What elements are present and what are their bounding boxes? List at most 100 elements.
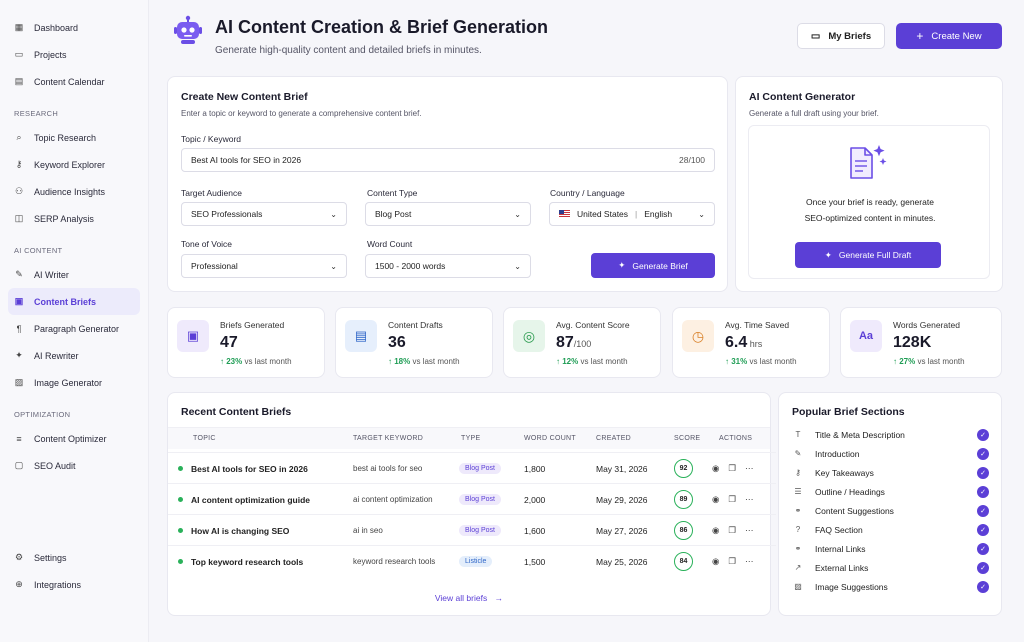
generate-full-draft-button[interactable]: ✦ Generate Full Draft bbox=[795, 242, 941, 268]
stat-card-avg-time-saved: ◷ Avg. Time Saved 6.4 hrs ↑ 31% vs last … bbox=[672, 307, 830, 378]
view-icon[interactable]: ◉ bbox=[712, 525, 720, 535]
image-icon: ▨ bbox=[794, 582, 802, 591]
sidebar-item-projects[interactable]: ▭ Projects bbox=[14, 49, 67, 60]
stat-card-words-generated: Aa Words Generated 128K ↑ 27% vs last mo… bbox=[840, 307, 1002, 378]
sidebar-item-dashboard[interactable]: ▦ Dashboard bbox=[14, 22, 79, 33]
check-icon: ✓ bbox=[977, 523, 989, 536]
generate-brief-button[interactable]: ✦ Generate Brief bbox=[591, 253, 715, 278]
create-brief-title: Create New Content Brief bbox=[181, 91, 308, 103]
topic-char-count: 28/100 bbox=[679, 155, 705, 165]
popular-section-item[interactable]: ? FAQ Section ✓ bbox=[793, 520, 989, 539]
popular-section-item[interactable]: ☰ Outline / Headings ✓ bbox=[793, 482, 989, 501]
popular-section-item[interactable]: ▨ Image Suggestions ✓ bbox=[793, 577, 989, 596]
calendar-icon: ▤ bbox=[14, 76, 24, 86]
chevron-down-icon: ⌄ bbox=[330, 261, 337, 271]
copy-icon[interactable]: ❐ bbox=[728, 525, 737, 535]
folder-icon: ▭ bbox=[810, 30, 821, 42]
sidebar-item-seo-audit[interactable]: ▢ SEO Audit bbox=[14, 460, 76, 471]
paragraph-icon: ¶ bbox=[16, 323, 22, 334]
section-research: RESEARCH bbox=[14, 109, 59, 118]
table-row[interactable]: Best AI tools for SEO in 2026 best ai to… bbox=[168, 452, 776, 483]
sidebar-item-content-calendar[interactable]: ▤ Content Calendar bbox=[14, 76, 105, 87]
check-icon: ✓ bbox=[977, 466, 989, 479]
stat-card-briefs-generated: ▣ Briefs Generated 47 ↑ 23% vs last mont… bbox=[167, 307, 325, 378]
us-flag-icon bbox=[559, 210, 570, 218]
sidebar-item-ai-rewriter[interactable]: ✦ AI Rewriter bbox=[15, 350, 79, 361]
col-actions: ACTIONS bbox=[719, 435, 753, 442]
sliders-icon: ≡ bbox=[16, 433, 22, 444]
view-icon[interactable]: ◉ bbox=[712, 556, 720, 566]
sidebar-item-settings[interactable]: ⚙ Settings bbox=[14, 552, 67, 563]
content-type-label: Content Type bbox=[367, 188, 418, 198]
tone-select[interactable]: Professional ⌄ bbox=[181, 254, 347, 278]
generator-message-line2: SEO-optimized content in minutes. bbox=[804, 213, 936, 223]
status-dot bbox=[178, 497, 183, 502]
score-badge: 92 bbox=[674, 459, 693, 478]
type-badge: Listicle bbox=[459, 556, 493, 567]
chevron-down-icon: ⌄ bbox=[514, 261, 521, 271]
popular-section-item[interactable]: ⚭ Internal Links ✓ bbox=[793, 539, 989, 558]
text-icon: Aa bbox=[850, 320, 882, 352]
table-row[interactable]: Top keyword research tools keyword resea… bbox=[168, 545, 776, 576]
page-title: AI Content Creation & Brief Generation bbox=[215, 17, 549, 37]
section-optimization: OPTIMIZATION bbox=[14, 410, 71, 419]
sidebar-item-content-briefs[interactable]: ▣ Content Briefs bbox=[8, 288, 140, 315]
popular-section-item[interactable]: ↗ External Links ✓ bbox=[793, 558, 989, 577]
my-briefs-button[interactable]: ▭ My Briefs bbox=[797, 23, 885, 49]
sidebar-item-topic-research[interactable]: ⌕ Topic Research bbox=[8, 124, 140, 151]
clipboard-icon: ▣ bbox=[177, 320, 209, 352]
sidebar-item-content-optimizer[interactable]: ≡ Content Optimizer bbox=[8, 425, 140, 452]
check-icon: ✓ bbox=[977, 542, 989, 555]
sidebar-item-keyword-explorer[interactable]: ⚷ Keyword Explorer bbox=[15, 159, 106, 170]
main-content: AI Content Creation & Brief Generation G… bbox=[150, 0, 1024, 642]
copy-icon[interactable]: ❐ bbox=[728, 556, 737, 566]
recent-briefs-title: Recent Content Briefs bbox=[181, 406, 292, 418]
popular-section-item[interactable]: ⚭ Content Suggestions ✓ bbox=[793, 501, 989, 520]
sidebar-item-serp-analysis[interactable]: ◫ SERP Analysis bbox=[14, 213, 94, 224]
type-badge: Blog Post bbox=[459, 463, 501, 474]
sidebar-item-image-generator[interactable]: ▨ Image Generator bbox=[14, 377, 103, 388]
popular-section-item[interactable]: T Title & Meta Description ✓ bbox=[793, 425, 989, 444]
page-subtitle: Generate high-quality content and detail… bbox=[215, 45, 482, 56]
view-all-briefs-link[interactable]: View all briefs → bbox=[434, 593, 504, 603]
document-sparkle-icon bbox=[843, 142, 889, 184]
sidebar-item-integrations[interactable]: ⊕ Integrations bbox=[15, 579, 82, 590]
audience-select[interactable]: SEO Professionals ⌄ bbox=[181, 202, 347, 226]
arrow-right-icon: → bbox=[494, 593, 504, 603]
country-language-select[interactable]: United States | English ⌄ bbox=[549, 202, 715, 226]
ai-generator-panel: Once your brief is ready, generate SEO-o… bbox=[748, 125, 990, 279]
sidebar-item-paragraph-generator[interactable]: ¶ Paragraph Generator bbox=[8, 315, 140, 342]
popular-section-item[interactable]: ✎ Introduction ✓ bbox=[793, 444, 989, 463]
create-brief-card: Create New Content Brief Enter a topic o… bbox=[167, 76, 728, 292]
popular-section-item[interactable]: ⚷ Key Takeaways ✓ bbox=[793, 463, 989, 482]
more-icon[interactable]: ⋯ bbox=[745, 525, 754, 535]
chart-icon: ◫ bbox=[14, 213, 24, 223]
copy-icon[interactable]: ❐ bbox=[728, 463, 737, 473]
content-type-select[interactable]: Blog Post ⌄ bbox=[365, 202, 531, 226]
sidebar-item-audience-insights[interactable]: ⚇ Audience Insights bbox=[14, 186, 106, 197]
topic-input[interactable]: Best AI tools for SEO in 2026 28/100 bbox=[181, 148, 715, 172]
plug-icon: ⊕ bbox=[15, 579, 23, 589]
status-dot bbox=[178, 559, 183, 564]
word-count-select[interactable]: 1500 - 2000 words ⌄ bbox=[365, 254, 531, 278]
view-icon[interactable]: ◉ bbox=[712, 494, 720, 504]
more-icon[interactable]: ⋯ bbox=[745, 556, 754, 566]
sidebar-item-ai-writer[interactable]: ✎ AI Writer bbox=[15, 269, 69, 280]
col-type: TYPE bbox=[461, 435, 481, 442]
sidebar: ▦ Dashboard ▭ Projects ▤ Content Calendar R… bbox=[0, 0, 149, 642]
gear-icon: ⚙ bbox=[14, 552, 24, 562]
title-icon: T bbox=[795, 430, 801, 439]
view-icon[interactable]: ◉ bbox=[712, 463, 720, 473]
table-row[interactable]: How AI is changing SEO ai in seo Blog Po… bbox=[168, 514, 776, 545]
more-icon[interactable]: ⋯ bbox=[745, 463, 754, 473]
sparkle-icon: ✦ bbox=[618, 260, 626, 270]
more-icon[interactable]: ⋯ bbox=[745, 494, 754, 504]
table-row[interactable]: AI content optimization guide ai content… bbox=[168, 483, 776, 514]
check-icon: ✓ bbox=[977, 485, 989, 498]
generator-message-line1: Once your brief is ready, generate bbox=[806, 197, 934, 207]
key-icon: ⚷ bbox=[15, 159, 23, 169]
copy-icon[interactable]: ❐ bbox=[728, 494, 737, 504]
create-new-button[interactable]: + Create New bbox=[896, 23, 1002, 49]
stat-card-avg-content-score: ◎ Avg. Content Score 87/100 ↑ 12% vs las… bbox=[503, 307, 661, 378]
ai-generator-card: AI Content Generator Generate a full dra… bbox=[735, 76, 1003, 292]
